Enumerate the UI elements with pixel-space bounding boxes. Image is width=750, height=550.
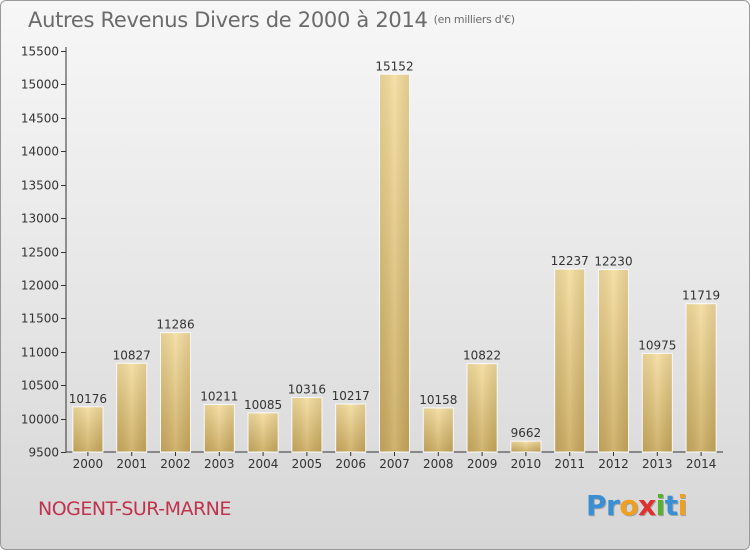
bar-value-label: 10975: [638, 338, 676, 352]
bar-value-label: 10158: [419, 393, 457, 407]
y-tick-label: 14000: [21, 145, 59, 159]
logo-letter: r: [606, 489, 620, 522]
bar-shade: [423, 408, 454, 452]
bar-value-label: 15152: [375, 59, 413, 73]
bar-value-label: 10085: [244, 398, 282, 412]
bar-shade: [554, 269, 585, 452]
logo-letter: P: [586, 489, 607, 522]
bar-value-label: 10822: [463, 349, 501, 363]
x-tick-label: 2000: [73, 457, 104, 471]
x-tick-label: 2009: [467, 457, 498, 471]
bar-shade: [248, 412, 279, 452]
x-tick-label: 2012: [598, 457, 629, 471]
x-tick-label: 2005: [292, 457, 323, 471]
bar-shade: [335, 404, 366, 452]
x-tick-label: 2003: [204, 457, 235, 471]
x-tick-label: 2006: [335, 457, 366, 471]
bar-value-label: 12237: [551, 254, 589, 268]
commune-name: NOGENT-SUR-MARNE: [38, 498, 231, 520]
y-tick-label: 14500: [21, 112, 59, 126]
x-tick-label: 2014: [686, 457, 717, 471]
proxiti-logo: Proxiti: [586, 489, 687, 522]
chart-title-text: Autres Revenus Divers de 2000 à 2014: [28, 8, 428, 32]
x-tick-label: 2010: [511, 457, 542, 471]
y-tick-label: 10500: [21, 379, 59, 393]
y-tick-label: 9500: [28, 446, 59, 460]
bar-shade: [510, 441, 541, 452]
bar-shade: [598, 269, 629, 452]
x-tick-label: 2007: [379, 457, 410, 471]
bar-shade: [204, 404, 235, 452]
bar-value-label: 12230: [594, 255, 632, 269]
bar-value-label: 9662: [511, 426, 542, 440]
logo-letter: x: [638, 489, 656, 522]
y-tick-label: 12000: [21, 279, 59, 293]
bar-shade: [72, 406, 103, 452]
logo-letter: t: [664, 489, 678, 522]
chart-title: Autres Revenus Divers de 2000 à 2014 (en …: [28, 8, 515, 32]
x-tick-label: 2013: [642, 457, 673, 471]
y-tick-label: 13000: [21, 212, 59, 226]
bar-shade: [291, 397, 322, 452]
x-tick-label: 2001: [116, 457, 147, 471]
y-tick-label: 15000: [21, 78, 59, 92]
bar-value-label: 10316: [288, 382, 326, 396]
x-tick-label: 2008: [423, 457, 454, 471]
y-tick-label: 13500: [21, 179, 59, 193]
y-tick-label: 15500: [21, 45, 59, 59]
bar-value-label: 11719: [682, 289, 720, 303]
bar-value-label: 11286: [156, 318, 194, 332]
bar-value-label: 10211: [200, 389, 238, 403]
bar-shade: [642, 353, 673, 452]
chart-unit-note: (en milliers d'€): [433, 13, 515, 26]
bar-shade: [686, 303, 717, 452]
x-tick-label: 2002: [160, 457, 191, 471]
bar-shade: [160, 332, 191, 452]
bar-shade: [467, 363, 498, 452]
x-tick-label: 2011: [554, 457, 585, 471]
logo-letter: i: [677, 489, 688, 522]
logo-letter: i: [655, 489, 666, 522]
logo-letter: o: [619, 489, 639, 522]
y-tick-label: 11500: [21, 312, 59, 326]
y-tick-label: 11000: [21, 346, 59, 360]
y-tick-label: 12500: [21, 246, 59, 260]
bar-shade: [379, 74, 410, 453]
bar-value-label: 10217: [332, 389, 370, 403]
bar-shade: [116, 363, 147, 452]
x-tick-label: 2004: [248, 457, 279, 471]
bar-value-label: 10176: [69, 392, 107, 406]
bar-value-label: 10827: [113, 348, 151, 362]
y-tick-label: 10000: [21, 413, 59, 427]
